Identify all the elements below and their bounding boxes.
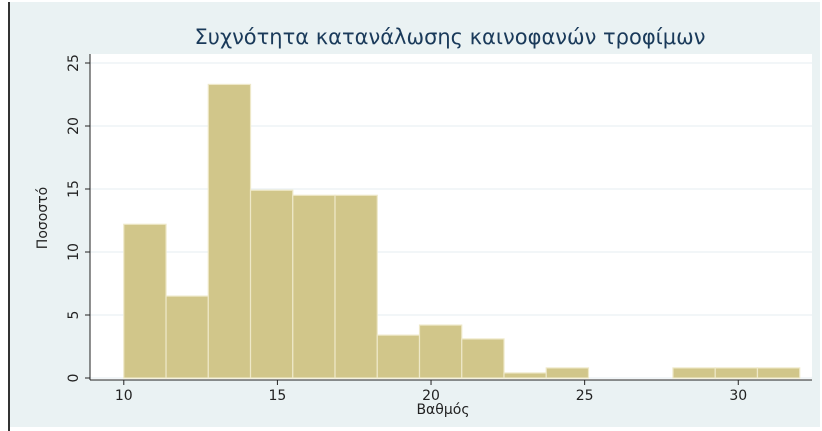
x-tick-label: 20 (422, 388, 440, 404)
bar (418, 324, 463, 379)
y-tick-label: 10 (66, 243, 82, 261)
bar (714, 367, 759, 379)
y-tick-label: 15 (66, 180, 82, 198)
bar (292, 194, 336, 379)
x-tick-label: 25 (576, 388, 594, 404)
y-axis-label: Ποσοστό (35, 187, 51, 249)
bar (249, 189, 294, 379)
x-axis-label: Βαθμός (416, 402, 469, 418)
x-tick-label: 30 (729, 388, 747, 404)
y-tick-label: 20 (66, 117, 82, 135)
bar (334, 194, 378, 379)
x-tick-label: 15 (268, 388, 286, 404)
bar (376, 334, 421, 379)
bar (123, 223, 167, 379)
bar (545, 367, 590, 379)
bar (672, 367, 716, 379)
y-tick-label: 25 (66, 54, 82, 72)
bar (756, 367, 801, 379)
y-tick-label: 5 (66, 311, 82, 320)
y-tick-label: 0 (66, 374, 82, 383)
x-tick-label: 10 (115, 388, 133, 404)
chart-title: Συχνότητα κατανάλωσης καινοφανών τροφίμω… (195, 25, 706, 49)
bar (165, 295, 209, 379)
bar (461, 338, 505, 379)
bar (503, 372, 547, 379)
bar (207, 83, 252, 379)
